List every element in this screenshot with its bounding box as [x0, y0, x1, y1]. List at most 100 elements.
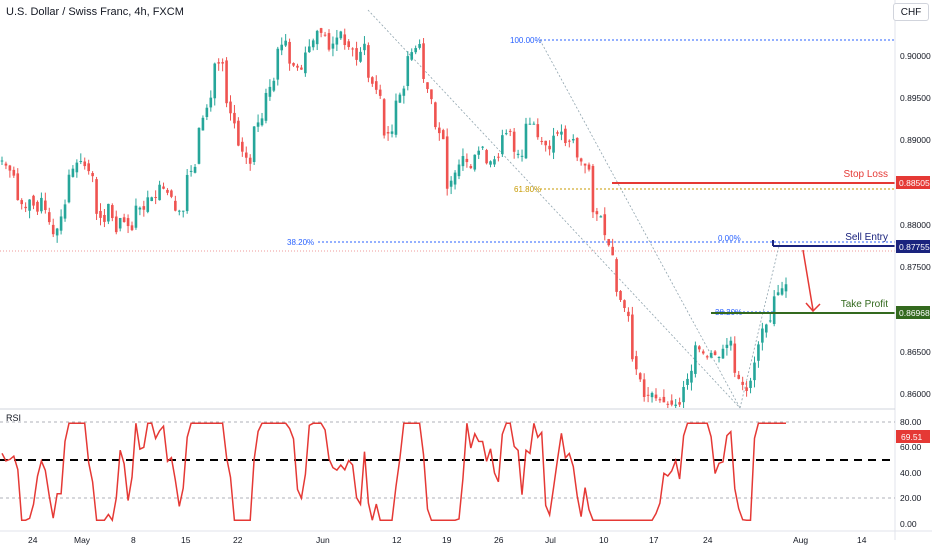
candle-body: [130, 225, 134, 231]
candle-body: [737, 374, 741, 379]
candle-body: [682, 386, 685, 403]
candle-body: [587, 164, 591, 170]
candle-body: [634, 356, 638, 370]
candle-body: [371, 77, 374, 84]
stop-loss-price-tag: [896, 176, 930, 189]
candle-body: [765, 324, 768, 333]
fibonacci-retracement[interactable]: 100.00% 61.80% 38.20% 0.00% 38.20%: [0, 9, 895, 409]
trade-levels[interactable]: Stop Loss Sell Entry Take Profit: [612, 169, 895, 314]
candle-body: [16, 173, 20, 201]
candle-body: [36, 201, 39, 212]
candle-body: [477, 150, 481, 155]
candle-body: [177, 210, 181, 212]
fib-label-618: 61.80%: [514, 185, 541, 194]
candle-body: [449, 180, 453, 187]
svg-text:24: 24: [28, 535, 38, 545]
candle-body: [142, 206, 146, 210]
candle-body: [63, 204, 67, 219]
candle-body: [248, 157, 252, 164]
rsi-pane[interactable]: 80.00 60.00 40.00 20.00 0.00 69.51: [0, 417, 930, 529]
candle-body: [713, 351, 717, 355]
candle-body: [426, 82, 429, 90]
candle-body: [99, 210, 102, 218]
candle-body: [114, 216, 118, 233]
candle-body: [619, 291, 622, 300]
candle-body: [272, 80, 276, 91]
rsi-value-tag: [896, 430, 930, 443]
candle-body: [217, 62, 220, 64]
candle-body: [201, 117, 205, 131]
candle-body: [591, 165, 595, 213]
candle-body: [721, 348, 725, 359]
candle-body: [44, 200, 47, 211]
candle-body: [548, 145, 551, 150]
candle-body: [390, 131, 394, 134]
candle-body: [528, 123, 532, 125]
candle-body: [512, 131, 516, 152]
candle-body: [402, 88, 406, 96]
candle-body: [780, 288, 784, 295]
candle-body: [508, 130, 512, 132]
candle-body: [150, 197, 154, 202]
candle-body: [694, 345, 697, 374]
candle-body: [347, 41, 350, 48]
candle-body: [556, 132, 559, 134]
candle-body: [571, 138, 575, 141]
candle-body: [753, 362, 756, 381]
candle-body: [410, 52, 414, 60]
fib-label-0: 0.00%: [718, 234, 741, 243]
candle-body: [524, 123, 528, 159]
svg-text:60.00: 60.00: [900, 442, 922, 452]
candle-body: [686, 378, 689, 385]
candle-body: [441, 130, 445, 140]
svg-text:0.90000: 0.90000: [900, 51, 931, 61]
candle-body: [296, 65, 299, 68]
candle-body: [745, 387, 748, 391]
candle-body: [304, 52, 307, 74]
down-arrow-icon: [802, 249, 814, 311]
candle-body: [717, 356, 721, 358]
candle-body: [398, 94, 402, 103]
candle-body: [343, 34, 347, 46]
candle-body: [268, 86, 272, 97]
candle-body: [0, 160, 4, 162]
candle-body: [138, 207, 142, 210]
candle-body: [55, 228, 59, 236]
candle-body: [323, 34, 327, 36]
candle-body: [59, 216, 63, 231]
svg-text:0.88000: 0.88000: [900, 220, 931, 230]
candle-body: [221, 62, 224, 64]
candle-body: [473, 154, 477, 170]
candle-body: [666, 403, 670, 405]
chart-title: U.S. Dollar / Swiss Franc, 4h, FXCM: [6, 6, 184, 18]
candle-body: [560, 131, 563, 135]
candle-body: [319, 28, 323, 33]
price-axis[interactable]: 0.90000 0.89500 0.89000 0.88000 0.87500 …: [894, 0, 931, 540]
candle-body: [382, 99, 386, 136]
candle-body: [118, 217, 122, 229]
svg-text:Jun: Jun: [316, 535, 330, 545]
candle-body: [414, 48, 417, 53]
candle-body: [209, 97, 213, 108]
candle-body: [406, 56, 410, 87]
svg-text:0.89000: 0.89000: [900, 135, 931, 145]
candle-body: [378, 89, 382, 96]
candle-body: [20, 200, 23, 205]
candle-body: [315, 30, 319, 45]
candle-body: [430, 89, 433, 100]
candlesticks: [0, 27, 788, 408]
currency-button[interactable]: CHF: [893, 3, 929, 21]
candle-body: [583, 163, 587, 166]
candle-body: [134, 205, 138, 228]
candle-body: [599, 216, 603, 218]
candle-body: [465, 158, 469, 163]
candle-body: [698, 346, 701, 350]
candle-body: [733, 343, 737, 373]
candle-body: [276, 48, 280, 80]
time-axis[interactable]: 24 May 8 15 22 Jun 12 19 26 Jul 10 17 24…: [0, 530, 932, 545]
candle-body: [658, 399, 662, 401]
candle-body: [367, 45, 370, 78]
svg-text:0.00: 0.00: [900, 519, 917, 529]
candle-body: [284, 40, 287, 46]
